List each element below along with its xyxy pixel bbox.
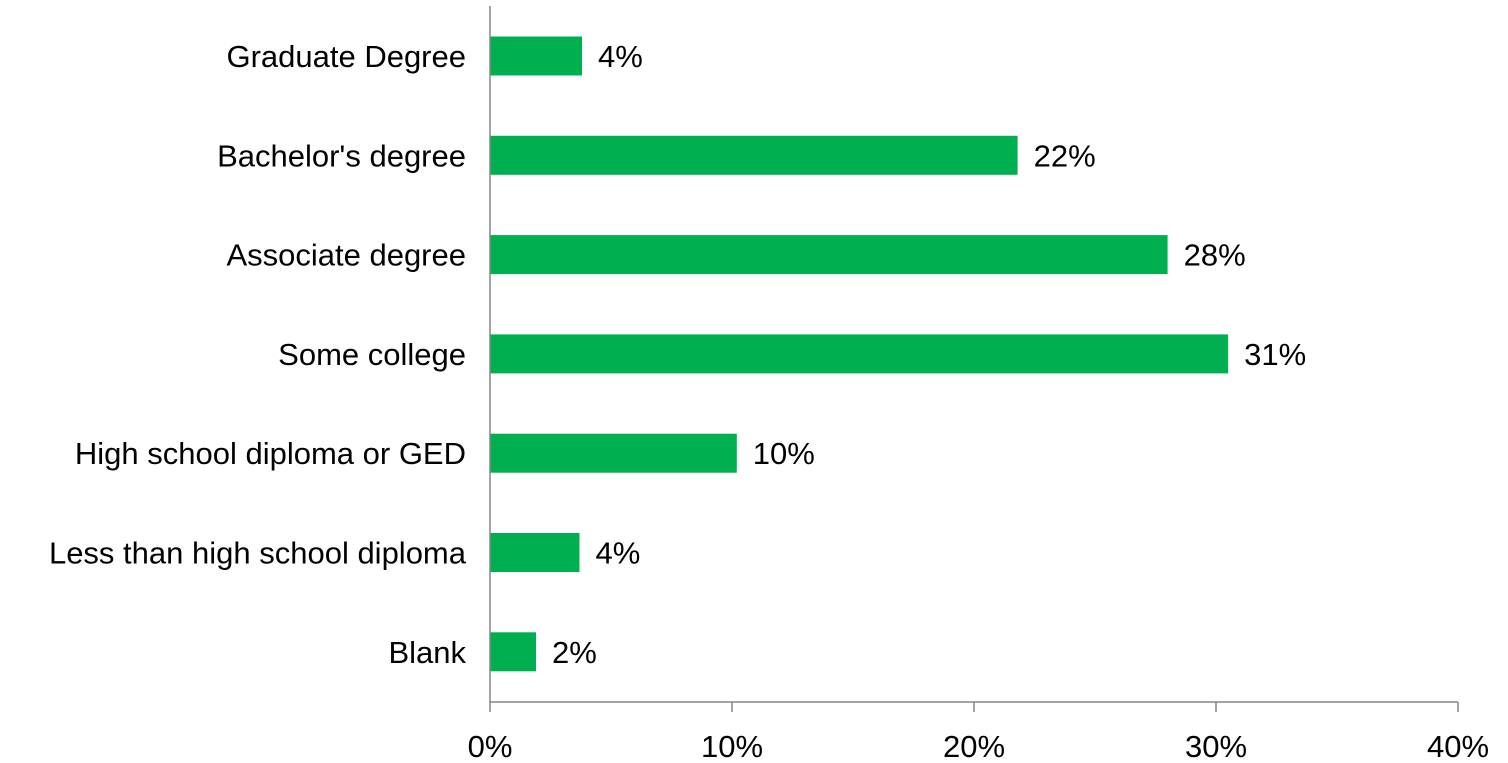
x-tick-label: 0% xyxy=(468,729,513,763)
bar-4 xyxy=(490,334,1229,374)
data-label: 4% xyxy=(596,536,641,571)
x-tick-label: 20% xyxy=(943,729,1005,763)
bar-1 xyxy=(490,36,582,76)
axes-group xyxy=(489,6,1459,712)
x-tick-label: 40% xyxy=(1427,729,1489,763)
bar-6 xyxy=(490,533,580,572)
data-labels: 4% 22% 28% 31% 10% 4% 2% xyxy=(552,39,1306,670)
x-tick-label: 10% xyxy=(701,729,763,763)
category-label: Some college xyxy=(278,337,466,372)
data-label: 10% xyxy=(753,436,815,471)
bar-3 xyxy=(490,235,1168,275)
bars-group xyxy=(490,36,1229,672)
bar-2 xyxy=(490,135,1018,175)
category-label: Less than high school diploma xyxy=(49,536,467,571)
bar-5 xyxy=(490,433,737,473)
data-label: 4% xyxy=(598,39,643,74)
category-label: Bachelor's degree xyxy=(217,138,466,173)
bar-7 xyxy=(490,632,536,672)
category-label: Blank xyxy=(388,635,466,670)
data-label: 31% xyxy=(1244,337,1306,372)
x-tick-labels: 0% 10% 20% 30% 40% xyxy=(468,729,1489,763)
data-label: 22% xyxy=(1034,138,1096,173)
x-tick-label: 30% xyxy=(1185,729,1247,763)
category-label: High school diploma or GED xyxy=(75,436,466,471)
category-labels: Graduate Degree Bachelor's degree Associat… xyxy=(49,39,467,670)
data-label: 2% xyxy=(552,635,597,670)
category-label: Graduate Degree xyxy=(226,39,466,74)
category-label: Associate degree xyxy=(226,238,466,273)
data-label: 28% xyxy=(1184,238,1246,273)
